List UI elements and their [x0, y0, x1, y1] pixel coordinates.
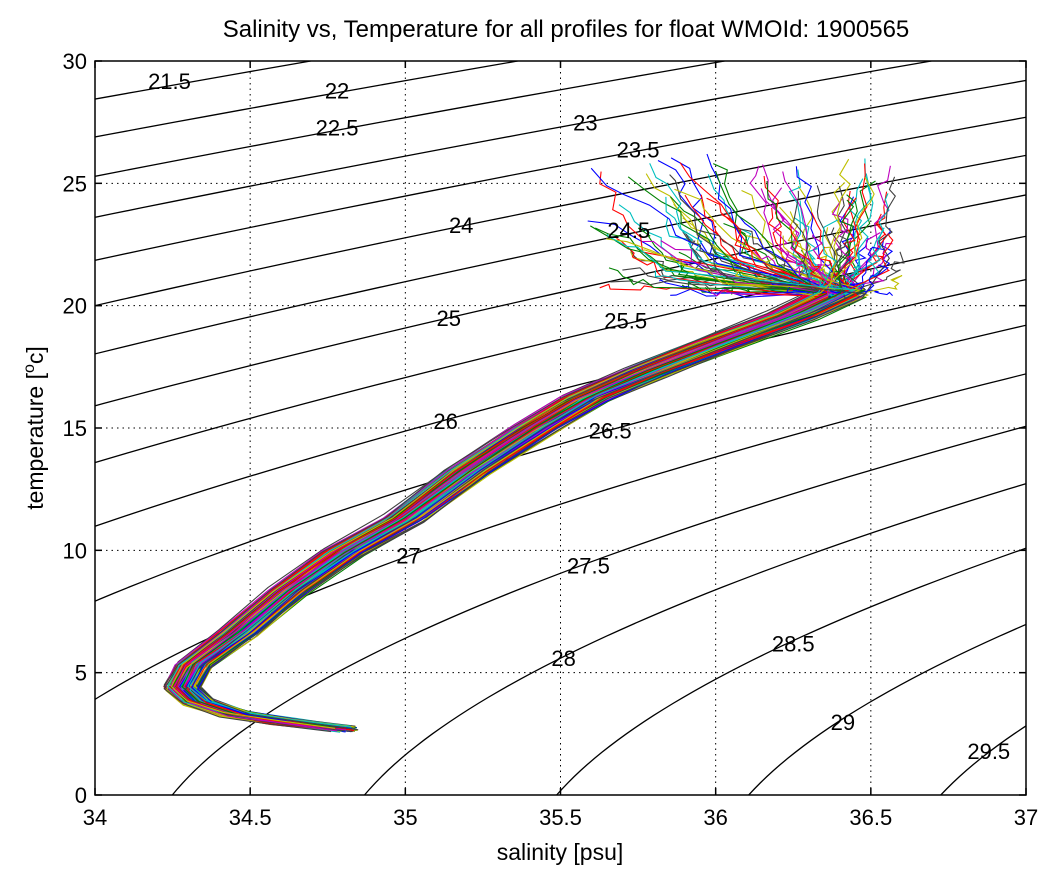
x-tick-label: 35: [393, 805, 417, 830]
profile-line: [181, 200, 840, 730]
y-tick-label: 0: [75, 783, 87, 808]
grid-lines: [95, 61, 1026, 795]
density-contour-24: [95, 116, 1026, 307]
y-tick-label: 25: [63, 171, 87, 196]
density-contour-label: 26.5: [589, 419, 632, 444]
profile-line: [172, 197, 828, 729]
y-axis-label-main: temperature [: [22, 372, 48, 509]
density-contour-23: [95, 61, 932, 218]
profile-line: [163, 174, 813, 730]
density-contour-label: 25: [437, 306, 461, 331]
density-contour-28: [363, 482, 1026, 795]
x-tick-label: 34: [83, 805, 107, 830]
density-contour-label: 28: [551, 646, 575, 671]
y-axis-label-superscript: o: [21, 364, 38, 373]
x-axis-label: salinity [psu]: [497, 839, 624, 865]
chart-title: Salinity vs, Temperature for all profile…: [223, 16, 910, 43]
x-tick-label: 34.5: [229, 805, 272, 830]
density-contour-29: [748, 623, 1026, 795]
density-contour-26.5: [95, 324, 1026, 602]
axis-ticks: [94, 60, 1027, 796]
profile-line: [197, 264, 889, 730]
density-contour-label: 25.5: [604, 309, 647, 334]
profile-line: [183, 209, 848, 732]
density-contour-label: 23.5: [617, 137, 660, 162]
x-tick-labels: 34 34.5 35 35.5 36 36.5 37: [83, 805, 1038, 830]
y-tick-label: 30: [63, 49, 87, 74]
density-contour-label: 22.5: [316, 115, 359, 140]
y-tick-label: 5: [75, 661, 87, 686]
x-tick-label: 35.5: [539, 805, 582, 830]
profile-line: [187, 233, 855, 728]
x-tick-label: 36.5: [849, 805, 892, 830]
density-contour-label: 27.5: [567, 553, 610, 578]
density-contour-labels: 21.5 22 22.5 23 23.5 24 24.5 25 25.5 26 26.5 27 27.5…: [148, 69, 1010, 764]
y-axis-label-end: c]: [22, 346, 48, 364]
density-contour-28.5: [556, 547, 1026, 795]
profile-line: [164, 262, 833, 728]
profile-line: [172, 233, 829, 732]
density-contour-label: 27: [396, 543, 420, 568]
density-contour-27: [95, 373, 1026, 701]
density-contour-label: 22: [325, 79, 349, 104]
density-contour-label: 24: [449, 213, 473, 238]
density-contour-label: 29.5: [967, 739, 1010, 764]
y-tick-label: 15: [63, 416, 87, 441]
density-contour-label: 26: [433, 409, 457, 434]
profile-lines: [163, 153, 905, 733]
y-tick-label: 10: [63, 538, 87, 563]
density-contour-label: 29: [831, 710, 855, 735]
y-tick-label: 20: [63, 294, 87, 319]
profile-line: [163, 190, 815, 733]
density-contour-label: 28.5: [772, 632, 815, 657]
y-tick-labels: 0 5 10 15 20 25 30: [63, 49, 87, 808]
x-tick-label: 36: [703, 805, 727, 830]
profile-line: [170, 176, 875, 729]
density-contour-23.5: [95, 79, 1026, 261]
profile-line: [199, 247, 868, 731]
density-contour-25.5: [95, 235, 1026, 464]
density-contour-label: 23: [573, 110, 597, 135]
density-contour-label: 24.5: [607, 218, 650, 243]
density-contour-label: 21.5: [148, 69, 191, 94]
profile-line: [181, 199, 855, 729]
x-tick-label: 37: [1014, 805, 1038, 830]
y-axis-label: temperature [oc]: [21, 346, 48, 510]
density-contour-24.5: [95, 154, 1026, 355]
density-contour-26: [95, 278, 1026, 527]
